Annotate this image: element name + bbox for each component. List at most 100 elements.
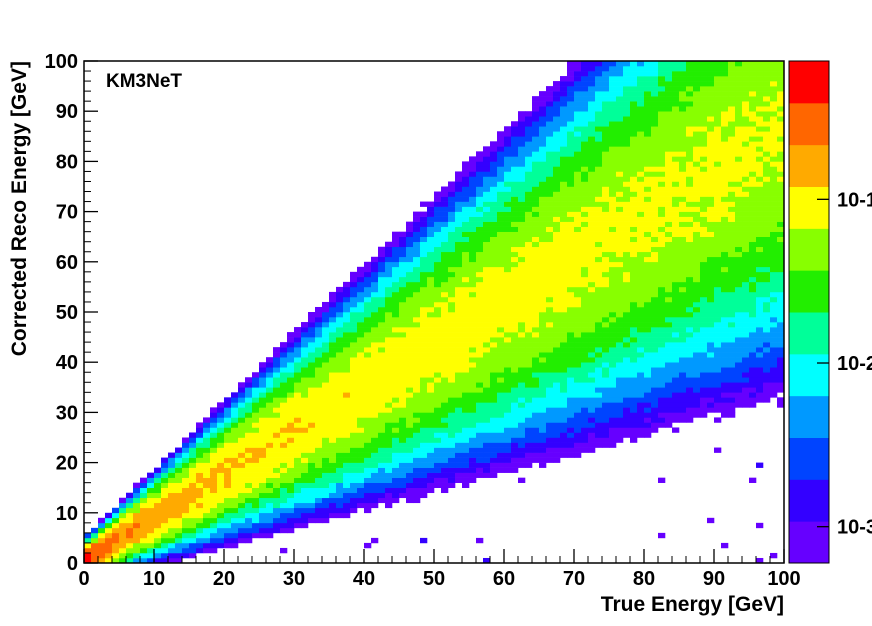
heatmap-cell [644, 261, 652, 268]
heatmap-cell [574, 181, 582, 187]
heatmap-cell [245, 442, 253, 448]
heatmap-cell [469, 296, 477, 303]
heatmap-cell [644, 136, 652, 142]
heatmap-cell [427, 301, 435, 308]
heatmap-cell [546, 181, 554, 187]
heatmap-cell [469, 317, 477, 323]
heatmap-cell [665, 387, 673, 393]
heatmap-cell [700, 382, 708, 388]
heatmap-cell [399, 271, 407, 278]
heatmap-cell [497, 382, 505, 388]
heatmap-cell [749, 236, 757, 243]
heatmap-cell [364, 427, 372, 433]
heatmap-cell [168, 547, 176, 554]
heatmap-cell [413, 256, 421, 263]
heatmap-cell [679, 402, 687, 408]
heatmap-cell [665, 126, 673, 132]
heatmap-cell [644, 342, 652, 348]
heatmap-cell [532, 362, 540, 368]
heatmap-cell [560, 121, 568, 127]
heatmap-cell [602, 91, 610, 97]
heatmap-cell [455, 181, 463, 187]
heatmap-cell [252, 497, 260, 504]
heatmap-cell [469, 442, 477, 448]
heatmap-cell [399, 347, 407, 353]
heatmap-cell [273, 482, 281, 488]
heatmap-cell [203, 462, 211, 468]
heatmap-cell [700, 251, 708, 258]
heatmap-cell [259, 382, 267, 388]
heatmap-cell [427, 457, 435, 463]
heatmap-cell [105, 522, 113, 529]
heatmap-cell [742, 251, 750, 258]
heatmap-cell [385, 271, 393, 278]
heatmap-cell [581, 211, 589, 217]
heatmap-cell [308, 397, 316, 403]
heatmap-cell [567, 141, 575, 147]
heatmap-cell [399, 457, 407, 463]
heatmap-cell [427, 367, 435, 373]
heatmap-cell [406, 312, 414, 318]
heatmap-cell [462, 246, 470, 253]
heatmap-cell [441, 216, 449, 222]
heatmap-cell [112, 522, 120, 529]
heatmap-cell [560, 161, 568, 167]
heatmap-cell [343, 402, 351, 408]
heatmap-cell [532, 427, 540, 433]
heatmap-cell [637, 151, 645, 157]
heatmap-cell [420, 492, 428, 499]
heatmap-cell [217, 452, 225, 458]
heatmap-cell [371, 357, 379, 363]
heatmap-cell [315, 442, 323, 448]
heatmap-cell [343, 462, 351, 468]
heatmap-cell [700, 317, 708, 323]
heatmap-cell [588, 61, 596, 67]
heatmap-cell [560, 352, 568, 358]
heatmap-cell [315, 467, 323, 473]
heatmap-cell [539, 176, 547, 182]
heatmap-cell [434, 377, 442, 383]
heatmap-cell [749, 161, 757, 167]
heatmap-cell [441, 362, 449, 368]
heatmap-cell [742, 191, 750, 197]
heatmap-cell [413, 387, 421, 393]
heatmap-cell [231, 437, 239, 443]
heatmap-cell [455, 296, 463, 303]
heatmap-cell [658, 402, 666, 408]
heatmap-cell [427, 281, 435, 288]
heatmap-cell [455, 211, 463, 217]
heatmap-cell [392, 231, 400, 237]
heatmap-cell [350, 296, 358, 303]
heatmap-cell [553, 171, 561, 177]
heatmap-cell [602, 181, 610, 187]
heatmap-cell [511, 357, 519, 363]
heatmap-cell [91, 557, 99, 564]
heatmap-cell [721, 171, 729, 177]
heatmap-cell [609, 246, 617, 253]
heatmap-cell [441, 322, 449, 328]
heatmap-cell [658, 206, 666, 212]
heatmap-cell [637, 81, 645, 87]
heatmap-cell [518, 271, 526, 278]
heatmap-cell [546, 236, 554, 243]
heatmap-cell [336, 327, 344, 333]
heatmap-cell [728, 337, 736, 343]
heatmap-cell [497, 317, 505, 323]
heatmap-cell [427, 231, 435, 237]
heatmap-cell [147, 492, 155, 499]
heatmap-cell [294, 502, 302, 509]
heatmap-cell [364, 347, 372, 353]
heatmap-cell [273, 527, 281, 534]
heatmap-cell [721, 101, 729, 107]
heatmap-cell [245, 517, 253, 524]
heatmap-cell [161, 477, 169, 483]
heatmap-cell [693, 367, 701, 373]
heatmap-cell [245, 497, 253, 504]
heatmap-cell [245, 537, 253, 544]
heatmap-cell [385, 452, 393, 458]
heatmap-cell [574, 392, 582, 398]
heatmap-cell [630, 136, 638, 142]
heatmap-cell [434, 367, 442, 373]
heatmap-cell [672, 256, 680, 263]
heatmap-cell [189, 482, 197, 488]
